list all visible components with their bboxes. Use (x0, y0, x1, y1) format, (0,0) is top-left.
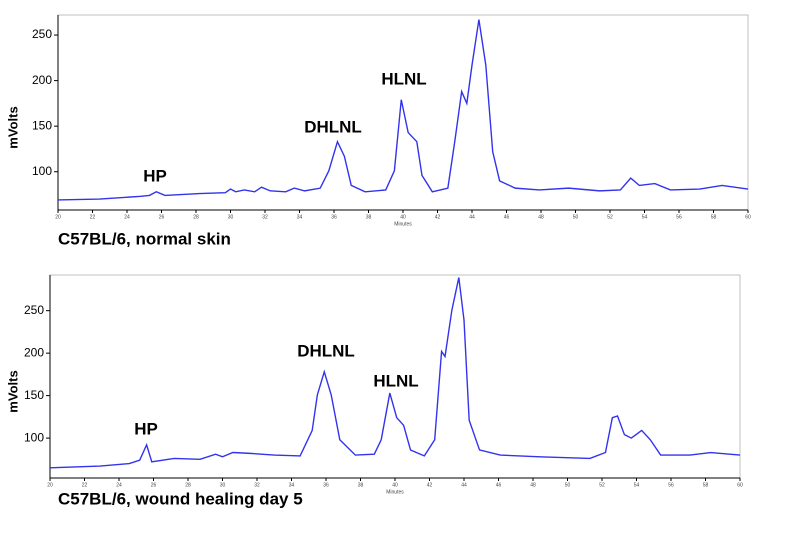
x-tick-label: 42 (435, 214, 441, 220)
x-tick-label: 52 (607, 214, 613, 220)
x-tick-label: 20 (47, 482, 53, 488)
x-tick-label: 24 (124, 214, 130, 220)
x-tick-label: 28 (185, 482, 191, 488)
x-axis-label: Minutes (386, 489, 404, 495)
x-tick-label: 54 (634, 482, 640, 488)
x-tick-label: 44 (461, 482, 467, 488)
x-tick-label: 50 (573, 214, 579, 220)
x-tick-label: 32 (254, 482, 260, 488)
y-axis-label: mVolts (5, 106, 20, 148)
y-tick-label: 200 (32, 73, 52, 87)
caption: C57BL/6, normal skin (58, 229, 231, 248)
y-tick-label: 150 (32, 118, 52, 132)
trace (57, 19, 749, 201)
x-tick-label: 58 (703, 482, 709, 488)
x-tick-label: 36 (331, 214, 337, 220)
x-tick-label: 36 (323, 482, 329, 488)
x-tick-label: 54 (642, 214, 648, 220)
x-tick-label: 20 (55, 214, 61, 220)
x-tick-label: 38 (358, 482, 364, 488)
y-tick-label: 150 (24, 388, 44, 402)
x-tick-label: 38 (366, 214, 372, 220)
x-tick-label: 30 (228, 214, 234, 220)
peak-label: HLNL (381, 69, 426, 88)
x-tick-label: 60 (745, 214, 751, 220)
x-tick-label: 46 (496, 482, 502, 488)
peak-label: HP (143, 166, 167, 185)
y-tick-label: 250 (24, 303, 44, 317)
x-tick-label: 24 (116, 482, 122, 488)
y-tick-label: 100 (24, 430, 44, 444)
y-axis-label: mVolts (5, 370, 20, 412)
y-tick-label: 200 (24, 345, 44, 359)
y-tick-label: 250 (32, 27, 52, 41)
x-tick-label: 34 (297, 214, 303, 220)
peak-label: DHLNL (297, 341, 355, 360)
x-tick-label: 56 (668, 482, 674, 488)
x-tick-label: 34 (289, 482, 295, 488)
x-tick-label: 48 (530, 482, 536, 488)
y-tick-label: 100 (32, 164, 52, 178)
x-tick-label: 60 (737, 482, 743, 488)
x-tick-label: 42 (427, 482, 433, 488)
x-tick-label: 22 (90, 214, 96, 220)
x-tick-label: 48 (538, 214, 544, 220)
caption: C57BL/6, wound healing day 5 (58, 489, 303, 508)
x-tick-label: 56 (676, 214, 682, 220)
x-tick-label: 40 (392, 482, 398, 488)
x-tick-label: 28 (193, 214, 199, 220)
peak-label: HLNL (373, 371, 418, 390)
x-tick-label: 58 (711, 214, 717, 220)
x-tick-label: 50 (565, 482, 571, 488)
x-tick-label: 40 (400, 214, 406, 220)
x-tick-label: 26 (159, 214, 165, 220)
x-axis-label: Minutes (394, 221, 412, 227)
x-tick-label: 44 (469, 214, 475, 220)
trace (49, 277, 741, 469)
x-tick-label: 32 (262, 214, 268, 220)
x-tick-label: 46 (504, 214, 510, 220)
peak-label: HP (134, 419, 158, 438)
x-tick-label: 22 (82, 482, 88, 488)
peak-label: DHLNL (304, 117, 362, 136)
x-tick-label: 30 (220, 482, 226, 488)
x-tick-label: 52 (599, 482, 605, 488)
x-tick-label: 26 (151, 482, 157, 488)
